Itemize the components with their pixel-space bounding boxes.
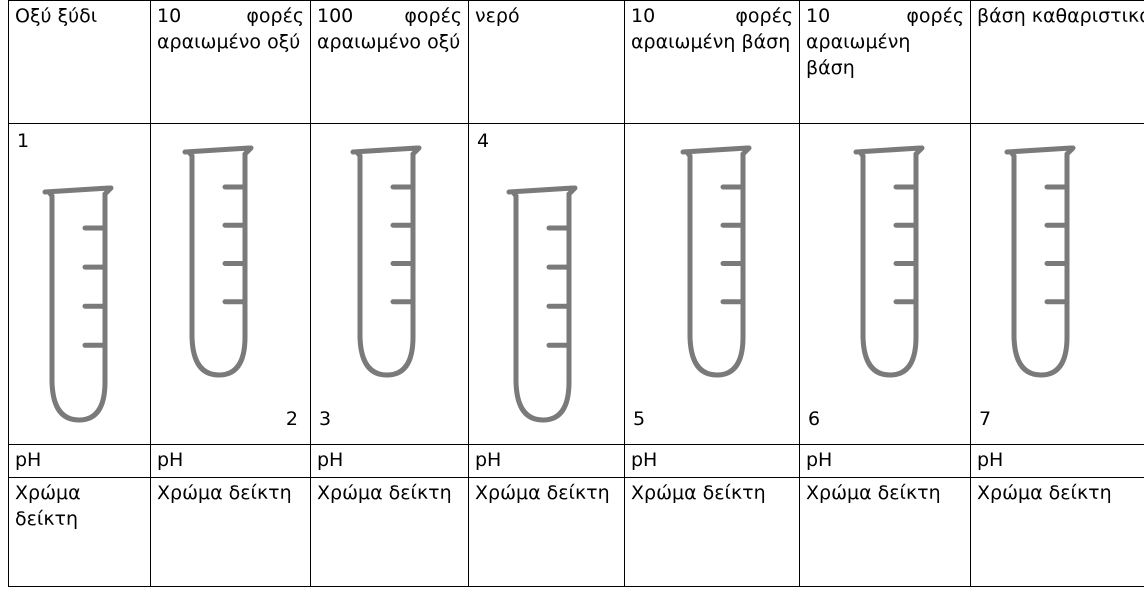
test-tube (1004, 145, 1076, 378)
header-cell: βάση καθαριστικό (970, 0, 1144, 124)
ph-cell: pH (150, 444, 311, 478)
test-tube (182, 145, 254, 378)
tube-cell: 1 (8, 123, 151, 445)
tube-cell: 6 (799, 123, 971, 445)
test-tube (853, 145, 925, 378)
test-tube (680, 145, 752, 378)
color-cell: Χρώμα δείκτη (799, 477, 971, 587)
test-tube (506, 185, 578, 423)
header-cell: 10 φορές αραιωμένη βάση (799, 0, 971, 124)
test-tube (42, 185, 114, 423)
ph-cell: pH (624, 444, 800, 478)
worksheet-table: Οξύ ξύδι 10 φορές αραιωμένο οξύ 100 φορές … (8, 0, 1144, 587)
tube-number: 6 (808, 408, 821, 430)
ph-cell: pH (8, 444, 151, 478)
tube-cell: 5 (624, 123, 800, 445)
color-cell: Χρώμα δείκτη (150, 477, 311, 587)
tube-cell: 7 (970, 123, 1144, 445)
tube-number: 3 (319, 408, 332, 430)
header-row: Οξύ ξύδι 10 φορές αραιωμένο οξύ 100 φορές … (8, 0, 1144, 124)
tube-cell: 2 (150, 123, 311, 445)
tube-number: 7 (979, 408, 992, 430)
header-cell: 10 φορές αραιωμένο οξύ (150, 0, 311, 124)
tube-number: 2 (285, 408, 298, 430)
color-row: Χρώμα δείκτη Χρώμα δείκτη Χρώμα δείκτη Χρώμ… (8, 477, 1144, 587)
header-cell: 10 φορές αραιωμένη βάση (624, 0, 800, 124)
test-tube (350, 145, 422, 378)
tube-number: 1 (17, 130, 30, 152)
tube-cell: 3 (310, 123, 469, 445)
ph-cell: pH (799, 444, 971, 478)
header-cell: νερό (468, 0, 625, 124)
tube-number: 5 (633, 408, 646, 430)
header-cell: Οξύ ξύδι (8, 0, 151, 124)
ph-row: pH pH pH pH pH pH pH (8, 444, 1144, 478)
color-cell: Χρώμα δείκτη (970, 477, 1144, 587)
color-cell: Χρώμα δείκτη (468, 477, 625, 587)
ph-cell: pH (468, 444, 625, 478)
tube-number: 4 (477, 130, 490, 152)
tube-cell: 4 (468, 123, 625, 445)
color-cell: Χρώμα δείκτη (624, 477, 800, 587)
ph-cell: pH (970, 444, 1144, 478)
header-cell: 100 φορές αραιωμένο οξύ (310, 0, 469, 124)
ph-cell: pH (310, 444, 469, 478)
color-cell: Χρώμα δείκτη (8, 477, 151, 587)
color-cell: Χρώμα δείκτη (310, 477, 469, 587)
